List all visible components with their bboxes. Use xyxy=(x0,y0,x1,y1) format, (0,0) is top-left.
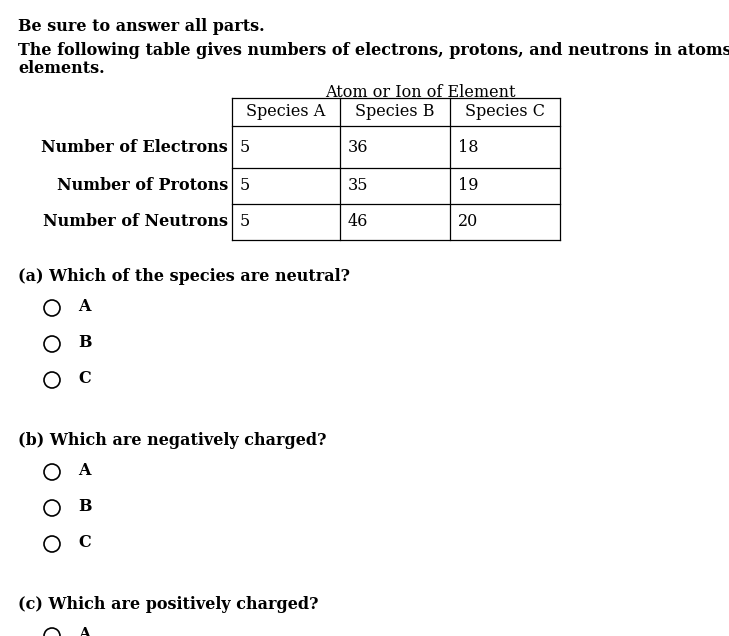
Text: C: C xyxy=(78,534,90,551)
Text: 5: 5 xyxy=(240,139,250,155)
Text: B: B xyxy=(78,498,92,515)
Text: 5: 5 xyxy=(240,214,250,230)
Text: A: A xyxy=(78,462,90,479)
Text: Species C: Species C xyxy=(465,104,545,120)
Text: B: B xyxy=(78,334,92,351)
Text: Species A: Species A xyxy=(246,104,326,120)
Text: 5: 5 xyxy=(240,177,250,195)
Text: Atom or Ion of Element: Atom or Ion of Element xyxy=(324,84,515,101)
Text: 18: 18 xyxy=(458,139,478,155)
Text: 19: 19 xyxy=(458,177,478,195)
Text: (a) Which of the species are neutral?: (a) Which of the species are neutral? xyxy=(18,268,350,285)
Text: 20: 20 xyxy=(458,214,478,230)
Text: Number of Neutrons: Number of Neutrons xyxy=(43,214,228,230)
Text: A: A xyxy=(78,298,90,315)
Text: C: C xyxy=(78,370,90,387)
Text: 35: 35 xyxy=(348,177,368,195)
Text: 46: 46 xyxy=(348,214,368,230)
Text: (c) Which are positively charged?: (c) Which are positively charged? xyxy=(18,596,319,613)
Text: The following table gives numbers of electrons, protons, and neutrons in atoms o: The following table gives numbers of ele… xyxy=(18,42,729,59)
Text: Number of Protons: Number of Protons xyxy=(57,177,228,195)
Text: (b) Which are negatively charged?: (b) Which are negatively charged? xyxy=(18,432,327,449)
Text: elements.: elements. xyxy=(18,60,105,77)
Text: Be sure to answer all parts.: Be sure to answer all parts. xyxy=(18,18,265,35)
Text: Number of Electrons: Number of Electrons xyxy=(42,139,228,155)
Text: 36: 36 xyxy=(348,139,368,155)
Text: Species B: Species B xyxy=(355,104,434,120)
Text: A: A xyxy=(78,626,90,636)
